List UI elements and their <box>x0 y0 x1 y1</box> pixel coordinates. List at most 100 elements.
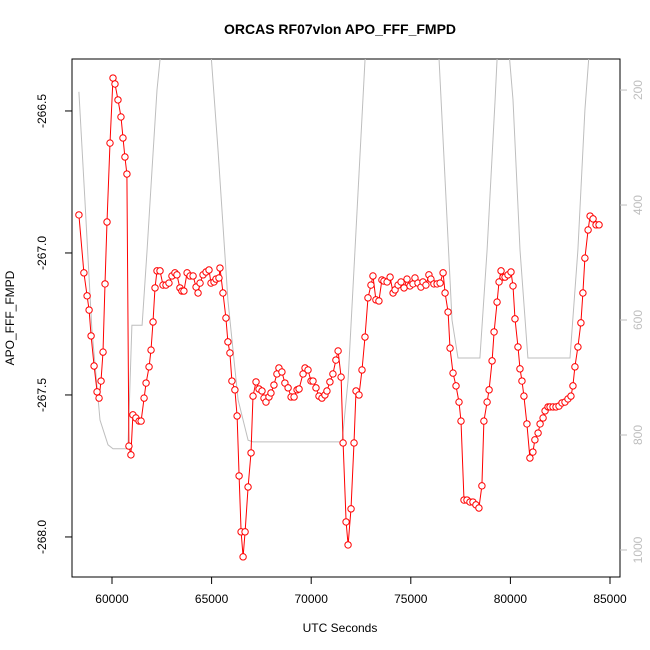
x-axis-label: UTC Seconds <box>303 621 378 635</box>
point <box>145 363 153 371</box>
point <box>539 414 547 422</box>
point <box>83 292 91 300</box>
point <box>334 347 342 355</box>
point <box>123 170 131 178</box>
point <box>441 289 449 297</box>
point <box>449 369 457 377</box>
point <box>151 284 159 292</box>
point <box>295 385 303 393</box>
y2-tick-label: 400 <box>631 195 645 215</box>
plot-area <box>75 59 603 561</box>
point <box>364 294 372 302</box>
point <box>127 451 135 459</box>
point <box>97 377 105 385</box>
point <box>165 279 173 287</box>
x-tick-label: 75000 <box>394 592 428 606</box>
point <box>386 273 394 281</box>
point <box>536 420 544 428</box>
point <box>520 392 528 400</box>
point <box>247 449 255 457</box>
point <box>219 289 227 297</box>
point <box>194 289 202 297</box>
y2-tick-label: 600 <box>631 310 645 330</box>
point <box>216 264 224 272</box>
point <box>226 349 234 357</box>
point <box>581 254 589 262</box>
point <box>85 306 93 314</box>
point <box>375 297 383 305</box>
point <box>523 420 531 428</box>
point <box>485 386 493 394</box>
point <box>173 271 181 279</box>
point <box>332 356 340 364</box>
point <box>103 218 111 226</box>
point <box>93 388 101 396</box>
point <box>344 541 352 549</box>
point <box>323 387 331 395</box>
y2-tick-label: 1000 <box>631 536 645 563</box>
point <box>531 436 539 444</box>
point <box>495 278 503 286</box>
point <box>488 357 496 365</box>
point <box>114 96 122 104</box>
y-tick-label: -267.0 <box>35 236 49 270</box>
point <box>337 373 345 381</box>
point <box>215 274 223 282</box>
point <box>147 346 155 354</box>
point <box>231 386 239 394</box>
point <box>106 139 114 147</box>
point <box>518 377 526 385</box>
point <box>267 389 275 397</box>
y-axis-label: APO_FFF_FMPD <box>3 270 17 365</box>
point <box>140 394 148 402</box>
point <box>369 272 377 280</box>
point <box>493 298 501 306</box>
point <box>446 344 454 352</box>
point <box>534 429 542 437</box>
point <box>326 378 334 386</box>
point <box>75 211 83 219</box>
point <box>270 381 278 389</box>
point <box>455 398 463 406</box>
point <box>239 553 247 561</box>
point <box>478 482 486 490</box>
point <box>497 267 505 275</box>
point <box>196 279 204 287</box>
point <box>480 417 488 425</box>
point <box>584 226 592 234</box>
point <box>595 221 603 229</box>
point <box>507 268 515 276</box>
y2-tick-label: 200 <box>631 80 645 100</box>
point <box>111 80 119 88</box>
point <box>222 314 230 322</box>
point <box>342 518 350 526</box>
point <box>444 308 452 316</box>
point <box>367 281 375 289</box>
point <box>574 343 582 351</box>
point <box>361 333 369 341</box>
x-tick-label: 70000 <box>295 592 329 606</box>
point <box>142 379 150 387</box>
point <box>397 278 405 286</box>
point <box>355 391 363 399</box>
point <box>312 384 320 392</box>
point <box>205 266 213 274</box>
point <box>436 279 444 287</box>
point <box>347 505 355 513</box>
point <box>252 378 260 386</box>
point <box>567 392 575 400</box>
point <box>358 366 366 374</box>
chart-title: ORCAS RF07vlon APO_FFF_FMPD <box>224 21 456 37</box>
point <box>339 439 347 447</box>
y-tick-label: -267.5 <box>35 378 49 412</box>
point <box>329 370 337 378</box>
point <box>516 365 524 373</box>
point <box>121 153 129 161</box>
point <box>244 483 252 491</box>
point <box>579 289 587 297</box>
y2-tick-label: 800 <box>631 425 645 445</box>
point <box>529 448 537 456</box>
point <box>249 392 257 400</box>
